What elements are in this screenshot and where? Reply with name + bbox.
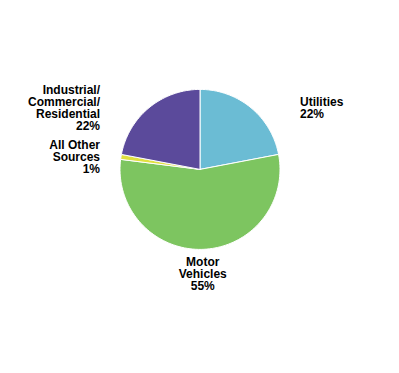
svg-text:Industrial/Commercial/Resident: Industrial/Commercial/Residential22% (28, 83, 101, 133)
svg-text:All OtherSources1%: All OtherSources1% (49, 138, 100, 176)
svg-text:MotorVehicles55%: MotorVehicles55% (179, 255, 227, 293)
svg-text:Utilities22%: Utilities22% (300, 95, 344, 121)
